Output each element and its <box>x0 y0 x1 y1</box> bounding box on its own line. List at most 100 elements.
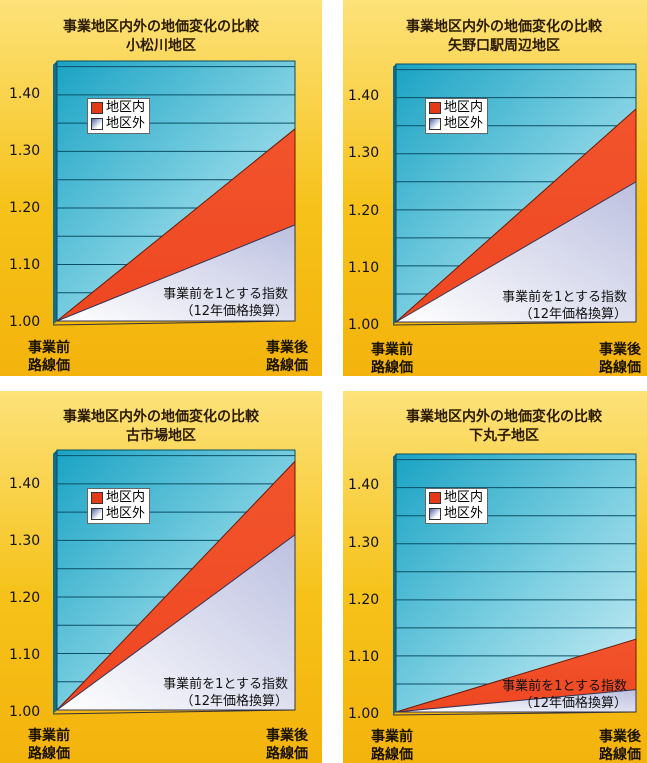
annotation-line1: 事業前を1とする指数 <box>163 677 288 692</box>
y-tick-label: 1.20 <box>348 203 380 219</box>
x-label-line: 事業前 <box>371 729 413 745</box>
x-axis-line <box>392 321 637 326</box>
y-tick-label: 1.30 <box>9 533 41 549</box>
x-axis-line <box>392 711 637 716</box>
legend-item-inside: 地区内 <box>429 490 483 506</box>
y-tick-label: 1.10 <box>9 647 41 663</box>
y-tick-label: 1.30 <box>348 535 380 551</box>
y-tick-label: 1.10 <box>348 649 380 665</box>
chart-annotation: 事業前を1とする指数 （12年価格換算） <box>502 678 627 712</box>
x-label-line: 路線価 <box>371 360 413 376</box>
chart-title-line1: 事業地区内外の地価変化の比較 <box>63 19 259 35</box>
chart-title: 事業地区内外の地価変化の比較 下丸子地区 <box>343 408 647 446</box>
x-label-line: 路線価 <box>266 358 308 374</box>
legend-swatch-outside <box>91 508 103 520</box>
chart-annotation: 事業前を1とする指数 （12年価格換算） <box>163 286 288 320</box>
x-label-line: 路線価 <box>371 747 413 763</box>
chart-panel-yanokuchi: 事業地区内外の地価変化の比較 矢野口駅周辺地区 1.40 1.30 1.20 1… <box>343 0 647 376</box>
legend-label: 地区内 <box>444 490 484 505</box>
y-tick-label: 1.00 <box>9 704 41 720</box>
legend-item-outside: 地区外 <box>91 506 145 522</box>
x-label-line: 事業前 <box>371 342 413 358</box>
x-label-line: 路線価 <box>266 746 308 762</box>
legend-label: 地区外 <box>106 506 146 521</box>
y-tick-label: 1.00 <box>348 706 380 722</box>
legend-label: 地区内 <box>444 100 484 115</box>
y-tick-label: 1.20 <box>9 200 41 216</box>
y-tick-label: 1.20 <box>9 590 41 606</box>
x-label-before: 事業前 路線価 <box>371 341 413 376</box>
x-axis-line <box>52 709 296 715</box>
x-axis-line <box>52 320 296 326</box>
chart-plot <box>52 60 296 326</box>
chart-legend: 地区内 地区外 <box>87 98 151 134</box>
chart-panel-furuichiba: 事業地区内外の地価変化の比較 古市場地区 1.40 1.30 1.20 1.10… <box>0 391 322 763</box>
annotation-line2: （12年価格換算） <box>519 696 627 711</box>
chart-title-line1: 事業地区内外の地価変化の比較 <box>406 409 602 425</box>
legend-item-outside: 地区外 <box>429 116 483 132</box>
y-tick-label: 1.40 <box>348 477 380 493</box>
chart-title-line2: 古市場地区 <box>126 428 196 444</box>
chart-title-line2: 矢野口駅周辺地区 <box>448 38 560 54</box>
y-tick-label: 1.40 <box>9 476 41 492</box>
legend-label: 地区外 <box>444 116 484 131</box>
area-outside <box>56 224 296 322</box>
x-label-line: 事業前 <box>28 340 70 356</box>
chart-title-line2: 小松川地区 <box>126 38 196 54</box>
annotation-line2: （12年価格換算） <box>180 694 288 709</box>
x-label-line: 路線価 <box>599 360 641 376</box>
x-label-after: 事業後 路線価 <box>266 339 308 375</box>
y-tick-label: 1.10 <box>9 257 41 273</box>
legend-item-inside: 地区内 <box>91 100 145 116</box>
legend-swatch-inside <box>429 102 441 114</box>
annotation-line2: （12年価格換算） <box>180 304 288 319</box>
legend-swatch-outside <box>429 508 441 520</box>
x-label-after: 事業後 路線価 <box>266 727 308 763</box>
plot-wall-left <box>53 61 57 325</box>
plot-wall-left <box>393 454 396 715</box>
legend-swatch-outside <box>429 118 441 130</box>
x-label-line: 事業後 <box>599 342 641 358</box>
chart-title-line2: 下丸子地区 <box>469 428 539 444</box>
x-label-line: 事業前 <box>28 728 70 744</box>
legend-item-inside: 地区内 <box>429 100 483 116</box>
x-label-line: 路線価 <box>28 358 70 374</box>
legend-label: 地区外 <box>444 506 484 521</box>
chart-plot <box>392 63 637 326</box>
x-label-line: 事業後 <box>599 729 641 745</box>
chart-panel-komatsugawa: 事業地区内外の地価変化の比較 小松川地区 1.40 1.30 1.20 1.10… <box>0 0 322 376</box>
legend-label: 地区内 <box>106 490 146 505</box>
y-tick-label: 1.00 <box>9 314 41 330</box>
y-tick-label: 1.10 <box>348 260 380 276</box>
annotation-line2: （12年価格換算） <box>519 307 627 322</box>
x-label-line: 路線価 <box>28 746 70 762</box>
legend-swatch-inside <box>429 492 441 504</box>
y-tick-label: 1.40 <box>348 88 380 104</box>
plot-wall-left <box>53 450 57 714</box>
annotation-line1: 事業前を1とする指数 <box>163 287 288 302</box>
chart-panel-shimomaruko: 事業地区内外の地価変化の比較 下丸子地区 1.40 1.30 1.20 1.10… <box>343 391 647 763</box>
x-label-after: 事業後 路線価 <box>599 728 641 763</box>
annotation-line1: 事業前を1とする指数 <box>502 290 627 305</box>
annotation-line1: 事業前を1とする指数 <box>502 679 627 694</box>
x-label-before: 事業前 路線価 <box>28 339 70 375</box>
plot-wall-left <box>393 64 396 325</box>
chart-title-line1: 事業地区内外の地価変化の比較 <box>406 19 602 35</box>
chart-legend: 地区内 地区外 <box>425 488 489 524</box>
legend-item-inside: 地区内 <box>91 490 145 506</box>
chart-annotation: 事業前を1とする指数 （12年価格換算） <box>502 289 627 323</box>
chart-annotation: 事業前を1とする指数 （12年価格換算） <box>163 676 288 710</box>
legend-swatch-outside <box>91 118 103 130</box>
chart-title: 事業地区内外の地価変化の比較 小松川地区 <box>0 18 322 56</box>
area-outside <box>394 180 637 323</box>
area-outside <box>55 533 296 711</box>
legend-swatch-inside <box>91 492 103 504</box>
area-outside <box>395 689 637 713</box>
legend-label: 地区内 <box>106 100 146 115</box>
x-label-after: 事業後 路線価 <box>599 341 641 376</box>
legend-item-outside: 地区外 <box>429 506 483 522</box>
chart-title: 事業地区内外の地価変化の比較 矢野口駅周辺地区 <box>343 18 647 56</box>
y-tick-label: 1.20 <box>348 592 380 608</box>
x-label-before: 事業前 路線価 <box>28 727 70 763</box>
y-tick-label: 1.30 <box>9 143 41 159</box>
